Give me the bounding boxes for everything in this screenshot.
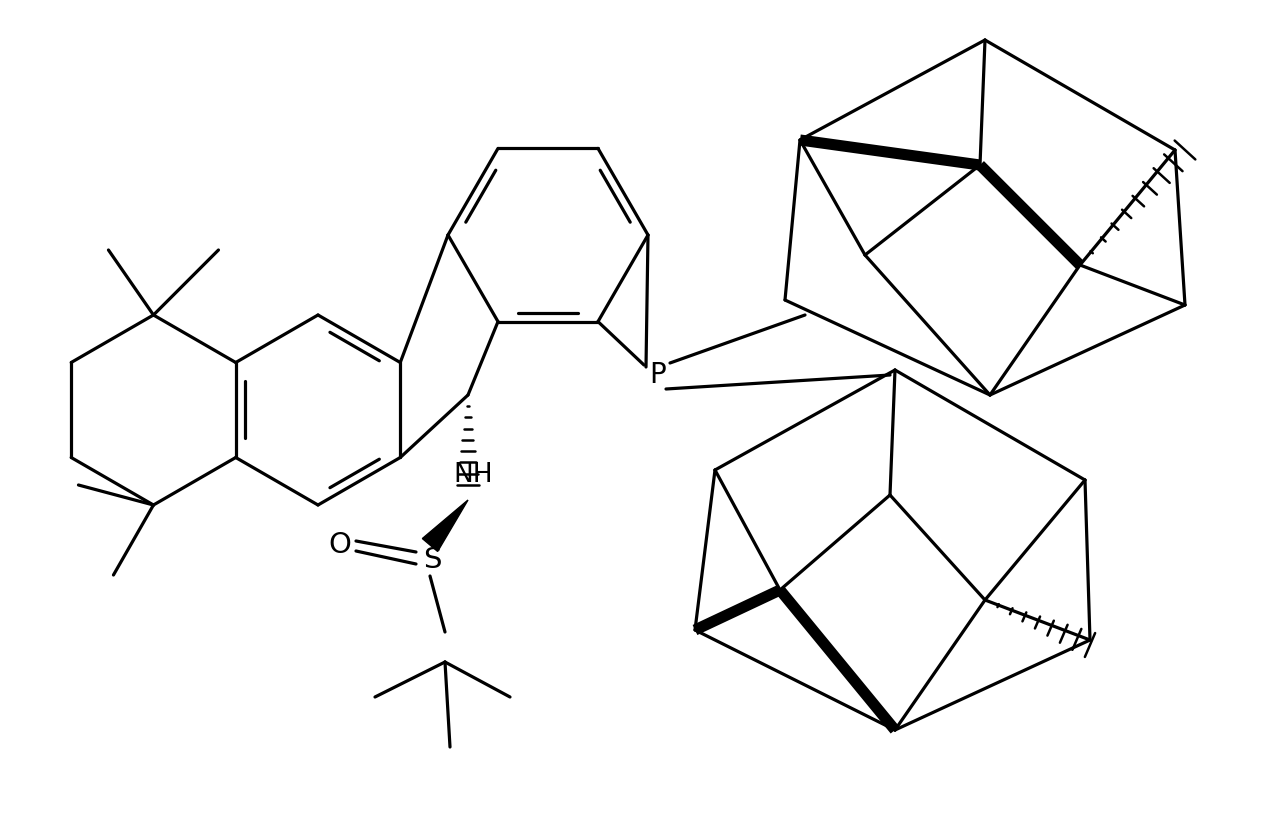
Text: O: O bbox=[328, 531, 352, 559]
Polygon shape bbox=[422, 500, 468, 551]
Text: S: S bbox=[422, 546, 442, 574]
Text: NH: NH bbox=[453, 462, 493, 488]
Text: P: P bbox=[649, 361, 666, 389]
